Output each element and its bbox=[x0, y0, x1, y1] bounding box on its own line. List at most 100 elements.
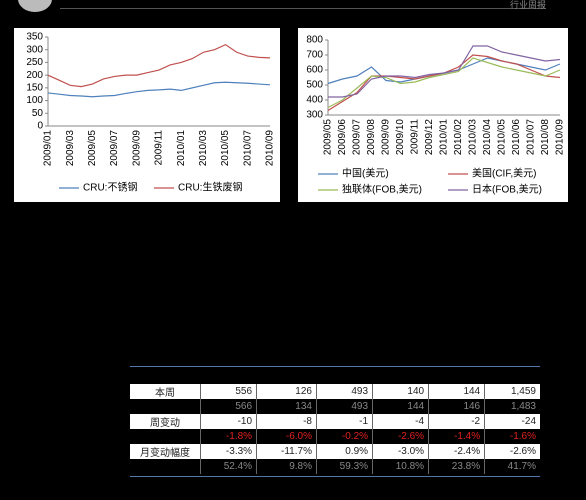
x-tick-label: 2009/11 bbox=[410, 119, 421, 155]
y-tick-label: 100 bbox=[26, 95, 43, 106]
table-cell: -4 bbox=[372, 414, 429, 429]
series-line bbox=[328, 45, 561, 98]
row-label bbox=[130, 459, 201, 474]
series-line bbox=[327, 57, 561, 85]
table-cell: -2.6% bbox=[484, 444, 540, 459]
x-tick-label: 2009/06 bbox=[337, 119, 348, 156]
table-row: 月变动幅度 -3.3% -11.7% 0.9% -3.0% -2.4% -2.6% bbox=[130, 444, 540, 459]
x-tick-label: 2010/05 bbox=[497, 119, 508, 156]
y-tick-label: 200 bbox=[26, 70, 43, 81]
x-tick-label: 2010/04 bbox=[482, 119, 493, 156]
table-cell: -24 bbox=[484, 414, 540, 429]
table-cell: 0.9% bbox=[315, 444, 373, 459]
row-label bbox=[130, 399, 201, 414]
table-cell: -11.7% bbox=[256, 444, 317, 459]
y-tick-label: 0 bbox=[37, 121, 43, 132]
x-tick-label: 2010/03 bbox=[468, 119, 479, 156]
y-tick-label: 50 bbox=[32, 108, 44, 119]
header-rule bbox=[60, 8, 546, 9]
table-cell: -1.4% bbox=[428, 429, 485, 444]
y-tick-label: 600 bbox=[306, 65, 323, 76]
table-cell: -1 bbox=[315, 414, 373, 429]
table-cell: -8 bbox=[256, 414, 317, 429]
x-tick-label: 2009/11 bbox=[154, 130, 165, 166]
x-tick-label: 2009/09 bbox=[131, 130, 142, 167]
table-cell: 59.3% bbox=[315, 459, 373, 474]
table-cell: 41.7% bbox=[484, 459, 540, 474]
logo bbox=[18, 0, 52, 12]
x-tick-label: 2010/03 bbox=[198, 130, 209, 167]
table-cell: -2.6% bbox=[372, 429, 429, 444]
table-cell: -0.2% bbox=[315, 429, 373, 444]
x-tick-label: 2009/05 bbox=[323, 119, 334, 156]
table-row: 52.4% 9.8% 59.3% 10.8% 23.8% 41.7% bbox=[130, 459, 540, 474]
row-label: 周变动 bbox=[130, 414, 201, 429]
row-label bbox=[130, 429, 201, 444]
legend-label: CRU:不锈钢 bbox=[83, 181, 137, 194]
table-cell: -2 bbox=[428, 414, 485, 429]
table-cell: 9.8% bbox=[256, 459, 317, 474]
x-tick-label: 2009/05 bbox=[87, 130, 98, 167]
legend-label: 美国(CIF,美元) bbox=[472, 167, 536, 180]
y-tick-label: 500 bbox=[306, 80, 323, 91]
x-tick-label: 2009/07 bbox=[109, 130, 120, 167]
legend-label: 日本(FOB,美元) bbox=[472, 183, 542, 196]
table-cell: 126 bbox=[256, 384, 317, 399]
x-tick-label: 2010/07 bbox=[526, 119, 537, 156]
table-row: -1.8% -6.0% -0.2% -2.6% -1.4% -1.6% bbox=[130, 429, 540, 444]
y-tick-label: 250 bbox=[26, 57, 43, 68]
header-right: 行业周报 bbox=[509, 0, 546, 10]
table: 本周 556 126 493 140 144 1,459 566 134 493 144 146 1,4… bbox=[130, 384, 540, 474]
table-cell: 556 bbox=[199, 384, 257, 399]
x-tick-label: 2010/01 bbox=[439, 119, 450, 156]
x-tick-label: 2010/06 bbox=[511, 119, 522, 156]
x-tick-label: 2009/01 bbox=[43, 130, 54, 167]
x-tick-label: 2010/05 bbox=[220, 130, 231, 167]
y-tick-label: 700 bbox=[306, 50, 323, 61]
table-row: 周变动 -10 -8 -1 -4 -2 -24 bbox=[130, 414, 540, 429]
series-line bbox=[47, 81, 271, 98]
table-cell: 146 bbox=[428, 399, 485, 414]
table-cell: -2.4% bbox=[428, 444, 485, 459]
x-tick-label: 2010/08 bbox=[540, 119, 551, 156]
series-line bbox=[327, 57, 561, 109]
table-cell: 493 bbox=[315, 399, 373, 414]
x-tick-label: 2009/07 bbox=[352, 119, 363, 156]
y-tick-label: 150 bbox=[26, 82, 43, 93]
table-cell: 493 bbox=[315, 384, 373, 399]
table-rule bbox=[130, 476, 540, 477]
table-cell: 144 bbox=[428, 384, 485, 399]
x-tick-label: 2009/03 bbox=[65, 130, 76, 167]
x-tick-label: 2009/08 bbox=[366, 119, 377, 156]
x-tick-label: 2009/10 bbox=[395, 119, 406, 156]
table-cell: 10.8% bbox=[372, 459, 429, 474]
legend-label: 独联体(FOB,美元) bbox=[342, 183, 422, 196]
legend-label: 中国(美元) bbox=[342, 167, 389, 180]
legend-label: CRU:生铁废钢 bbox=[178, 181, 242, 194]
x-tick-label: 2010/09 bbox=[265, 130, 276, 167]
x-tick-label: 2010/07 bbox=[242, 130, 253, 167]
row-label: 月变动幅度 bbox=[130, 444, 201, 459]
x-tick-label: 2010/01 bbox=[176, 130, 187, 167]
table-cell: 52.4% bbox=[199, 459, 257, 474]
y-tick-label: 300 bbox=[306, 110, 323, 121]
table-cell: -6.0% bbox=[256, 429, 317, 444]
x-tick-label: 2010/02 bbox=[453, 119, 464, 156]
table-cell: 144 bbox=[372, 399, 429, 414]
y-tick-label: 400 bbox=[306, 95, 323, 106]
table-cell: 566 bbox=[199, 399, 257, 414]
table-cell: -3.3% bbox=[199, 444, 257, 459]
table-cell: 1,459 bbox=[484, 384, 540, 399]
table-cell: 134 bbox=[256, 399, 317, 414]
x-tick-label: 2009/09 bbox=[381, 119, 392, 156]
table-row: 566 134 493 144 146 1,483 bbox=[130, 399, 540, 414]
table-cell: 1,483 bbox=[484, 399, 540, 414]
x-tick-label: 2009/12 bbox=[424, 119, 435, 156]
table-cell: 140 bbox=[372, 384, 429, 399]
table-cell: 23.8% bbox=[428, 459, 485, 474]
series-line bbox=[47, 43, 271, 88]
row-label: 本周 bbox=[130, 384, 201, 399]
